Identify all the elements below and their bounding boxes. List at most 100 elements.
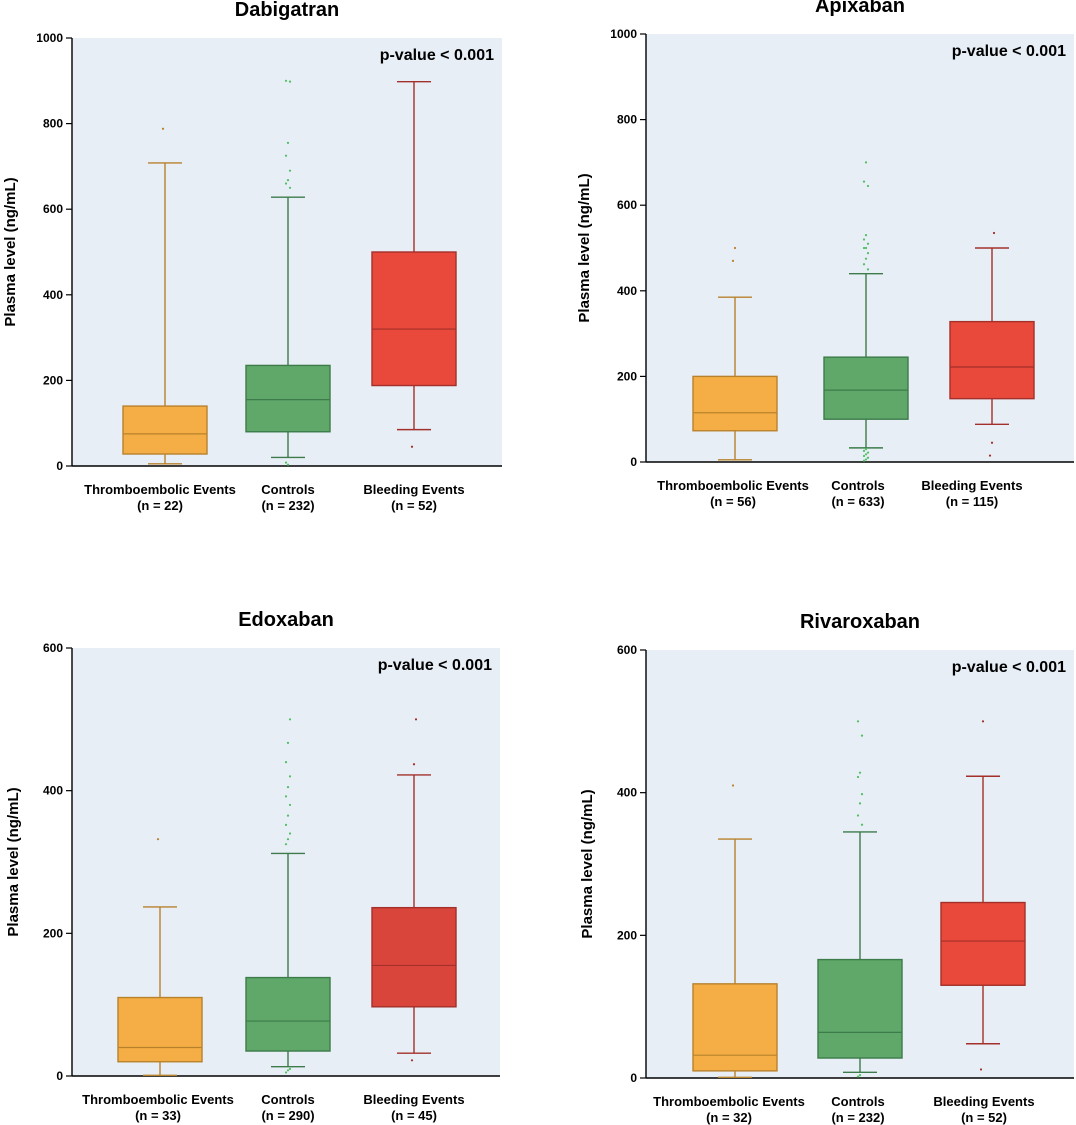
outlier-point bbox=[860, 792, 864, 796]
y-tick-label: 0 bbox=[56, 1069, 63, 1083]
x-sample-size-label: (n = 232) bbox=[831, 1110, 884, 1125]
p-value-annotation: p-value < 0.001 bbox=[952, 43, 1066, 60]
p-value-annotation: p-value < 0.001 bbox=[952, 659, 1066, 676]
box-iqr bbox=[117, 996, 203, 1063]
box-iqr bbox=[949, 320, 1035, 400]
outlier-point bbox=[864, 448, 868, 451]
y-tick-label: 600 bbox=[617, 198, 637, 212]
outlier-point bbox=[990, 441, 994, 444]
chart-title: Edoxaban bbox=[238, 609, 334, 631]
y-tick-label: 400 bbox=[617, 284, 637, 298]
box-iqr bbox=[245, 976, 331, 1052]
outlier-point bbox=[286, 838, 290, 841]
y-tick-label: 400 bbox=[617, 786, 637, 800]
outlier-point bbox=[862, 180, 866, 183]
outlier-point bbox=[156, 838, 160, 841]
outlier-point bbox=[414, 718, 418, 721]
outlier-point bbox=[288, 775, 292, 778]
outlier-point bbox=[856, 720, 860, 723]
chart-title: Rivaroxaban bbox=[800, 611, 920, 633]
x-sample-size-label: (n = 115) bbox=[946, 494, 998, 509]
y-tick-label: 200 bbox=[43, 926, 63, 940]
x-category-label: Thromboembolic Events bbox=[84, 482, 236, 497]
outlier-point bbox=[988, 454, 992, 457]
x-sample-size-label: (n = 232) bbox=[261, 498, 314, 513]
chart-svg: Dabigatran 0 200 400 600 800 1000 Plasma level … bbox=[2, 0, 502, 513]
outlier-point bbox=[862, 246, 866, 250]
p-value-annotation: p-value < 0.001 bbox=[380, 47, 494, 64]
outlier-point bbox=[864, 453, 868, 456]
outlier-point bbox=[858, 1074, 862, 1077]
outlier-point bbox=[286, 741, 290, 744]
x-sample-size-label: (n = 22) bbox=[137, 498, 183, 513]
x-sample-size-label: (n = 290) bbox=[261, 1108, 314, 1123]
x-category-label: Bleeding Events bbox=[933, 1094, 1034, 1109]
y-tick-label: 800 bbox=[43, 117, 63, 131]
outlier-point bbox=[864, 458, 868, 461]
x-sample-size-label: (n = 45) bbox=[391, 1108, 437, 1123]
box-group bbox=[117, 838, 203, 1076]
p-value-annotation: p-value < 0.001 bbox=[378, 657, 492, 674]
box-group bbox=[122, 127, 208, 465]
outlier-point bbox=[286, 1069, 290, 1072]
y-tick-label: 400 bbox=[43, 784, 63, 798]
outlier-point bbox=[284, 1071, 288, 1074]
x-category-label: Controls bbox=[261, 482, 314, 497]
outlier-point bbox=[286, 814, 290, 817]
outlier-point bbox=[410, 445, 414, 448]
box-iqr bbox=[371, 906, 457, 1008]
outlier-point bbox=[288, 1067, 292, 1070]
chart-title: Dabigatran bbox=[235, 0, 339, 21]
outlier-point bbox=[731, 259, 735, 262]
y-tick-label: 200 bbox=[43, 373, 63, 387]
y-tick-label: 600 bbox=[43, 202, 63, 216]
outlier-point bbox=[161, 127, 165, 130]
outlier-point bbox=[410, 1059, 414, 1062]
box-iqr bbox=[371, 251, 457, 387]
outlier-point bbox=[866, 252, 870, 255]
outlier-point bbox=[866, 451, 870, 454]
outlier-point bbox=[862, 459, 866, 462]
y-tick-label: 1000 bbox=[610, 27, 637, 41]
x-sample-size-label: (n = 32) bbox=[706, 1110, 752, 1125]
y-tick-label: 600 bbox=[617, 643, 637, 657]
outlier-point bbox=[864, 246, 868, 250]
box-iqr bbox=[817, 958, 903, 1059]
y-tick-label: 200 bbox=[617, 928, 637, 942]
box-iqr bbox=[940, 901, 1026, 986]
x-category-label: Thromboembolic Events bbox=[82, 1092, 234, 1107]
outlier-point bbox=[862, 263, 866, 266]
x-category-label: Controls bbox=[831, 1094, 884, 1109]
outlier-point bbox=[864, 234, 868, 237]
outlier-point bbox=[288, 169, 292, 172]
box-iqr bbox=[692, 983, 778, 1072]
chart-svg: Apixaban 0 200 400 600 800 1000 Plasma level (n… bbox=[576, 0, 1074, 509]
outlier-point bbox=[864, 257, 868, 260]
box-group bbox=[692, 246, 778, 461]
x-category-label: Controls bbox=[831, 478, 884, 493]
outlier-point bbox=[862, 449, 866, 452]
x-category-label: Controls bbox=[261, 1092, 314, 1107]
outlier-point bbox=[856, 775, 860, 779]
y-tick-label: 800 bbox=[617, 113, 637, 127]
y-tick-label: 600 bbox=[43, 641, 63, 655]
box-iqr bbox=[823, 356, 909, 420]
y-tick-label: 1000 bbox=[36, 31, 63, 45]
chart-svg: Edoxaban 0 200 400 600 Plasma level (ng/mL) p-… bbox=[5, 609, 500, 1123]
outlier-point bbox=[288, 80, 292, 83]
outlier-point bbox=[412, 763, 416, 766]
box-group bbox=[949, 231, 1035, 457]
outlier-point bbox=[288, 186, 292, 189]
y-axis-label: Plasma level (ng/mL) bbox=[579, 789, 596, 938]
outlier-point bbox=[858, 771, 862, 774]
outlier-point bbox=[860, 734, 864, 737]
outlier-point bbox=[733, 246, 737, 250]
outlier-point bbox=[284, 761, 288, 764]
x-category-label: Bleeding Events bbox=[363, 482, 464, 497]
y-tick-label: 200 bbox=[617, 369, 637, 383]
chart-title: Apixaban bbox=[815, 0, 905, 17]
outlier-point bbox=[866, 456, 870, 459]
box-group bbox=[817, 720, 903, 1078]
outlier-point bbox=[286, 786, 290, 789]
chart-dabigatran: Dabigatran 0 200 400 600 800 1000 Plasma level … bbox=[0, 0, 538, 562]
